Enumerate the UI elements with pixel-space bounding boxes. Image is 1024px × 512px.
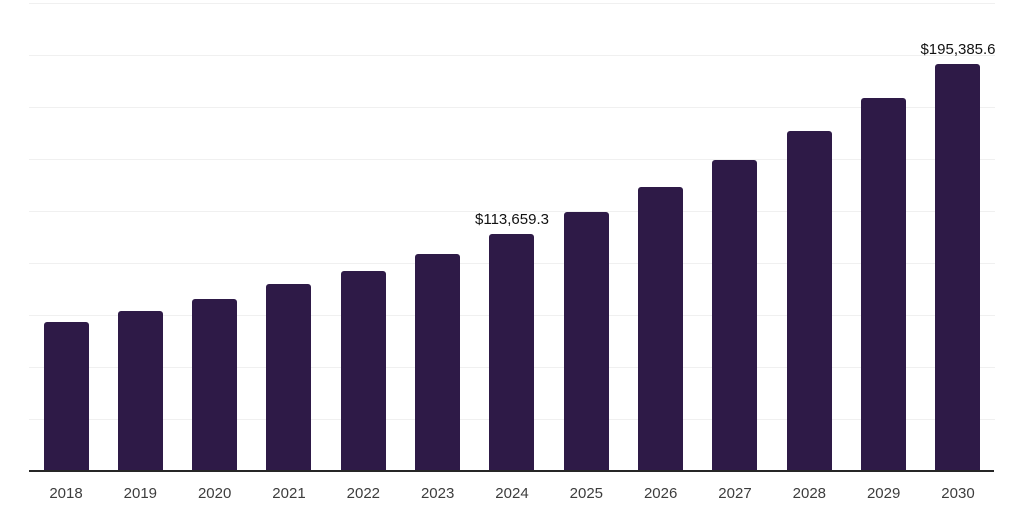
x-tick-label-2025: 2025 [569, 485, 604, 502]
x-tick-label-2027: 2027 [718, 485, 752, 502]
x-tick-label-2029: 2029 [866, 485, 901, 502]
gridline [29, 210, 995, 212]
gridline [29, 158, 995, 160]
gridline [29, 106, 995, 108]
gridline [29, 54, 995, 56]
x-tick-label-2026: 2026 [643, 485, 678, 502]
x-tick-label-2028: 2028 [792, 485, 827, 502]
x-tick-label-2018: 2018 [49, 485, 83, 502]
x-tick-label-2021: 2021 [272, 485, 306, 502]
bar-2022[interactable] [340, 270, 386, 470]
bar-2028[interactable] [786, 131, 832, 470]
bar-2023[interactable] [415, 253, 461, 470]
plot-area: 2018 2019 2020 2021 2022 2023 2024 $113,659.3 20… [29, 0, 996, 501]
bar-2030[interactable] [935, 63, 981, 470]
bar-2021[interactable] [266, 284, 312, 470]
bar-value-label-2030: $195,385.6 [920, 40, 996, 58]
bar-2018[interactable] [43, 322, 89, 470]
bar-2029[interactable] [861, 97, 907, 470]
bar-2027[interactable] [712, 159, 758, 470]
x-tick-label-2020: 2020 [197, 485, 232, 502]
x-axis-line [29, 470, 994, 472]
bar-2024[interactable] [489, 233, 535, 470]
x-tick-label-2024: 2024 [495, 485, 529, 502]
x-tick-label-2019: 2019 [123, 485, 158, 502]
x-tick-label-2023: 2023 [420, 485, 455, 502]
bar-2020[interactable] [192, 299, 238, 470]
x-tick-label-2030: 2030 [941, 485, 975, 502]
gridline [29, 2, 995, 4]
bar-2025[interactable] [563, 212, 609, 470]
bar-2019[interactable] [117, 311, 163, 470]
bar-value-label-2024: $113,659.3 [475, 210, 549, 228]
x-tick-label-2022: 2022 [346, 485, 381, 502]
bar-2026[interactable] [638, 186, 684, 470]
